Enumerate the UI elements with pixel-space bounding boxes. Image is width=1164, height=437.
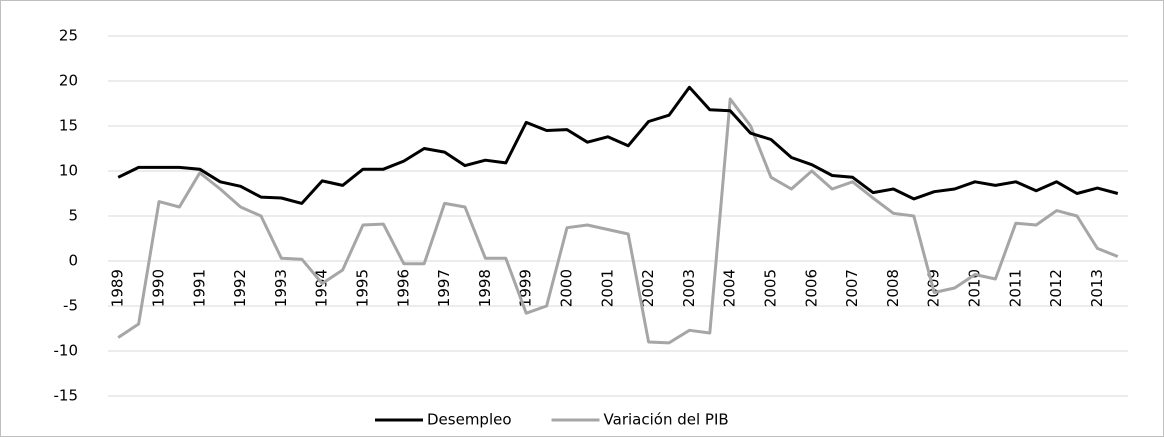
x-tick-label: 2008 (884, 269, 902, 307)
x-tick-label: 2006 (802, 269, 820, 307)
x-tick-label: 2000 (558, 269, 576, 307)
y-tick-label: -10 (54, 342, 79, 360)
x-tick-label: 1997 (435, 269, 453, 307)
x-tick-label: 2007 (843, 269, 861, 307)
x-tick-label: 2012 (1047, 269, 1065, 307)
y-tick-label: 0 (68, 252, 78, 270)
x-tick-label: 2011 (1006, 269, 1024, 307)
x-tick-label: 2002 (639, 269, 657, 307)
x-tick-label: 1990 (150, 269, 168, 307)
x-tick-label: 1999 (517, 269, 535, 307)
x-tick-label: 2004 (721, 269, 739, 307)
x-tick-label: 2001 (598, 269, 616, 307)
x-tick-label: 2005 (762, 269, 780, 307)
x-tick-label: 1991 (190, 269, 208, 307)
legend-label: Desempleo (427, 411, 512, 429)
x-tick-label: 1995 (354, 269, 372, 307)
x-tick-label: 1992 (231, 269, 249, 307)
y-tick-label: 5 (68, 207, 78, 225)
x-tick-label: 1996 (394, 269, 412, 307)
y-tick-label: 20 (59, 72, 78, 90)
y-tick-label: 10 (59, 162, 78, 180)
legend-label: Variación del PIB (604, 411, 729, 429)
y-tick-label: 25 (59, 27, 78, 45)
series-line (117, 85, 1119, 205)
x-tick-label: 2013 (1088, 269, 1106, 307)
x-tick-label: 1998 (476, 269, 494, 307)
y-tick-label: -5 (63, 297, 78, 315)
x-tick-label: 1993 (272, 269, 290, 307)
series-line (117, 97, 1119, 345)
x-tick-label: 1989 (109, 269, 127, 307)
x-tick-label: 2003 (680, 269, 698, 307)
y-tick-label: 15 (59, 117, 78, 135)
y-tick-label: -15 (54, 387, 79, 405)
